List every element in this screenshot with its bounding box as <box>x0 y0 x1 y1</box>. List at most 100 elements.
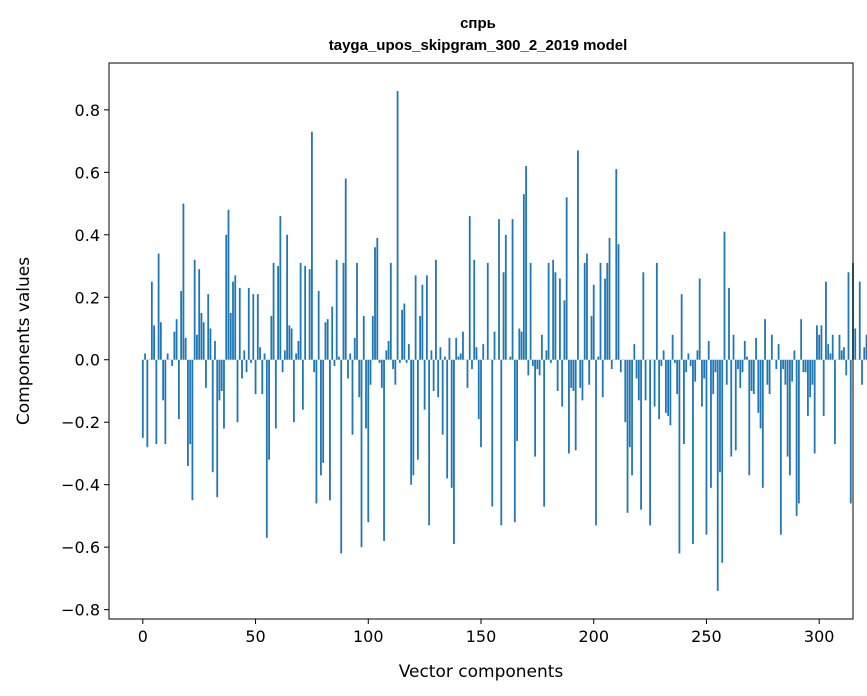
bar-203 <box>599 262 602 360</box>
bar-279 <box>770 334 773 360</box>
bar-121 <box>414 275 417 360</box>
y-axis-label: Components values <box>14 257 34 425</box>
bar-208 <box>610 359 613 370</box>
bar-71 <box>301 359 304 410</box>
bar-88 <box>340 359 343 554</box>
bar-248 <box>701 359 703 407</box>
bar-178 <box>543 359 546 507</box>
bar-136 <box>448 337 451 360</box>
bar-166 <box>516 359 518 441</box>
bar-284 <box>782 359 785 370</box>
bar-190 <box>570 359 573 388</box>
bar-43 <box>238 287 241 360</box>
bar-146 <box>471 359 473 370</box>
bar-192 <box>574 359 577 451</box>
bar-198 <box>588 359 591 385</box>
bar-94 <box>353 337 356 360</box>
bar-168 <box>520 331 523 360</box>
y-tick-label: −0.8 <box>61 601 100 620</box>
bar-270 <box>750 359 753 391</box>
bar-243 <box>689 359 692 366</box>
bar-18 <box>182 203 185 360</box>
bar-138 <box>453 359 455 545</box>
bar-78 <box>317 291 320 360</box>
bar-54 <box>263 353 266 360</box>
bar-272 <box>755 337 757 360</box>
bar-295 <box>807 359 809 416</box>
bar-255 <box>716 359 719 591</box>
bar-74 <box>308 269 311 360</box>
bar-307 <box>834 359 836 445</box>
x-tick-label: 50 <box>245 627 265 646</box>
bar-118 <box>407 344 410 360</box>
bar-288 <box>791 359 794 382</box>
bar-139 <box>455 337 458 360</box>
bar-57 <box>270 316 273 360</box>
bar-103 <box>374 247 376 360</box>
bar-205 <box>604 278 606 360</box>
bar-109 <box>387 341 390 360</box>
bar-235 <box>671 334 674 360</box>
bar-26 <box>200 312 203 360</box>
bar-87 <box>338 356 340 360</box>
x-tick-label: 100 <box>353 627 384 646</box>
bar-100 <box>367 359 370 523</box>
bar-series <box>141 91 867 591</box>
bar-150 <box>480 359 482 448</box>
bar-321 <box>865 334 867 360</box>
bar-175 <box>536 359 539 370</box>
y-axis: −0.8 −0.6 −0.4 −0.2 0.0 0.2 0.4 0.6 0.8 <box>61 101 109 620</box>
chart-title: спрь <box>460 15 496 32</box>
bar-174 <box>534 359 537 457</box>
bar-83 <box>329 359 331 501</box>
bar-82 <box>326 319 329 360</box>
bar-223 <box>644 359 647 401</box>
bar-289 <box>793 350 796 360</box>
bar-70 <box>299 262 302 360</box>
bar-257 <box>721 359 724 563</box>
bar-20 <box>187 359 189 466</box>
bar-134 <box>444 356 446 360</box>
bar-132 <box>439 347 442 360</box>
bar-49 <box>252 294 255 360</box>
bar-293 <box>802 359 805 373</box>
bar-197 <box>586 253 588 360</box>
x-tick-label: 250 <box>691 627 722 646</box>
bar-52 <box>259 347 261 360</box>
bar-234 <box>669 359 672 426</box>
x-tick-label: 200 <box>578 627 609 646</box>
bar-48 <box>250 359 252 363</box>
bar-19 <box>184 337 187 360</box>
bar-290 <box>795 359 798 516</box>
bar-245 <box>694 359 697 382</box>
bar-76 <box>313 359 316 373</box>
bar-131 <box>437 359 440 398</box>
bar-202 <box>597 356 600 360</box>
bar-17 <box>180 291 183 360</box>
bar-119 <box>410 359 413 485</box>
bar-256 <box>719 359 721 473</box>
bar-38 <box>227 209 230 360</box>
bar-101 <box>369 359 372 385</box>
bar-10 <box>164 359 167 445</box>
bar-218 <box>633 344 636 360</box>
bar-15 <box>175 319 178 360</box>
bar-106 <box>380 359 383 388</box>
bar-266 <box>741 359 744 373</box>
bar-40 <box>232 281 234 360</box>
bar-67 <box>292 359 295 423</box>
bar-102 <box>371 316 374 360</box>
bar-167 <box>518 328 521 360</box>
bar-14 <box>173 331 176 360</box>
bar-194 <box>579 359 582 388</box>
bar-151 <box>482 344 485 360</box>
bar-44 <box>241 359 243 379</box>
bar-45 <box>243 350 246 360</box>
bar-56 <box>268 359 270 460</box>
bar-97 <box>360 359 363 548</box>
bar-169 <box>522 194 525 360</box>
bar-264 <box>737 359 739 370</box>
bar-164 <box>511 219 514 360</box>
plot-frame <box>108 62 854 620</box>
bar-24 <box>196 334 198 360</box>
